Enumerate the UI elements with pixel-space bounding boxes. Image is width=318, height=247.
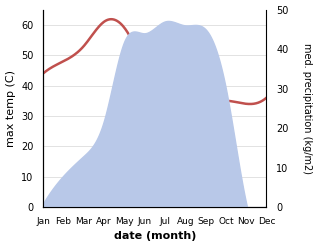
X-axis label: date (month): date (month) [114,231,196,242]
Y-axis label: max temp (C): max temp (C) [5,70,16,147]
Y-axis label: med. precipitation (kg/m2): med. precipitation (kg/m2) [302,43,313,174]
